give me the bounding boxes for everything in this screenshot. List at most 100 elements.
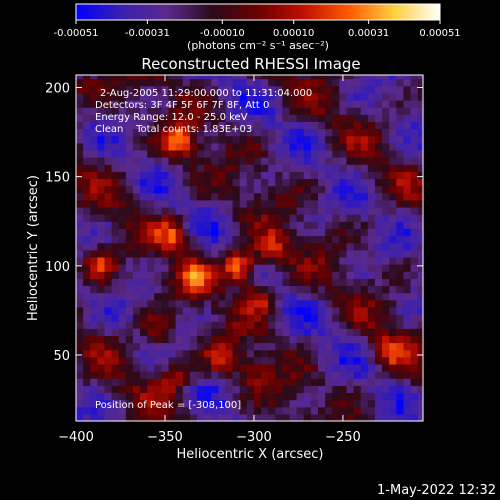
heatmap-cell [182,206,191,215]
heatmap-cell [104,363,113,372]
heatmap-cell [360,328,369,336]
heatmap-cell [76,171,84,180]
heatmap-cell [261,114,269,122]
heatmap-cell [318,142,326,151]
heatmap-cell [396,406,405,415]
heatmap-cell [303,75,312,80]
heatmap-cell [332,149,340,158]
heatmap-cell [239,392,248,401]
heatmap-cell [353,313,362,322]
heatmap-cell [140,285,148,294]
heatmap-cell [182,378,191,386]
heatmap-cell [232,228,241,237]
heatmap-cell [367,149,376,158]
heatmap-cell [218,128,227,137]
heatmap-cell [83,399,91,408]
heatmap-cell [83,199,91,208]
heatmap-cell [104,356,113,365]
heatmap-cell [275,342,284,351]
heatmap-cell [410,75,419,80]
heatmap-cell [239,249,248,258]
heatmap-cell [410,299,419,308]
heatmap-cell [154,342,163,351]
heatmap-cell [118,349,127,358]
heatmap-cell [140,242,148,251]
heatmap-cell [154,192,163,201]
heatmap-cell [396,157,405,165]
heatmap-cell [346,378,355,386]
heatmap-cell [154,171,163,180]
heatmap-cell [111,157,120,165]
heatmap-cell [282,164,291,172]
heatmap-cell [396,221,405,229]
heatmap-cell [275,363,284,372]
heatmap-cell [353,99,362,108]
heatmap-cell [125,278,134,287]
heatmap-cell [289,75,298,80]
heatmap-cell [239,235,248,244]
heatmap-cell [332,399,340,408]
heatmap-cell [111,399,120,408]
heatmap-cell [211,164,219,172]
heatmap-cell [389,199,397,208]
heatmap-cell [168,285,177,294]
heatmap-cell [197,256,205,265]
heatmap-cell [282,192,291,201]
heatmap-cell [318,406,326,415]
heatmap-cell [268,321,276,329]
heatmap-cell [175,335,184,344]
heatmap-cell [389,335,397,344]
heatmap-cell [97,171,106,180]
heatmap-cell [346,264,355,272]
heatmap-cell [104,107,113,115]
heatmap-cell [289,128,298,137]
heatmap-cell [132,292,141,301]
heatmap-cell [197,306,205,315]
heatmap-cell [346,342,355,351]
heatmap-cell [147,342,155,351]
heatmap-cell [275,199,284,208]
heatmap-cell [296,349,305,358]
heatmap-cell [367,328,376,336]
heatmap-cell [175,349,184,358]
heatmap-cell [374,264,383,272]
heatmap-cell [296,271,305,279]
heatmap-cell [204,171,212,180]
heatmap-cell [382,171,390,180]
y-tick-label: 100 [45,260,70,275]
heatmap-cell [204,192,212,201]
heatmap-cell [182,157,191,165]
heatmap-cell [204,249,212,258]
heatmap-cell [410,328,419,336]
heatmap-cell [189,385,198,394]
heatmap-cell [253,335,262,344]
heatmap-cell [353,256,362,265]
heatmap-cell [374,235,383,244]
heatmap-cell [104,135,113,144]
heatmap-cell [189,328,198,336]
heatmap-cell [382,399,390,408]
heatmap-cell [261,271,269,279]
heatmap-cell [332,85,340,94]
heatmap-cell [168,192,177,201]
heatmap-cell [204,206,212,215]
heatmap-cell [118,285,127,294]
heatmap-cell [296,114,305,122]
heatmap-cell [211,171,219,180]
heatmap-cell [325,235,333,244]
heatmap-cell [382,264,390,272]
heatmap-cell [282,406,291,415]
heatmap-cell [76,356,84,365]
heatmap-cell [189,292,198,301]
heatmap-cell [125,157,134,165]
heatmap-cell [211,214,219,222]
heatmap-cell [118,356,127,365]
heatmap-cell [289,335,298,344]
heatmap-cell [118,171,127,180]
heatmap-cell [289,406,298,415]
heatmap-cell [275,228,284,237]
heatmap-cell [246,328,255,336]
heatmap-cell [225,142,234,151]
heatmap-cell [339,114,348,122]
heatmap-cell [310,413,319,422]
